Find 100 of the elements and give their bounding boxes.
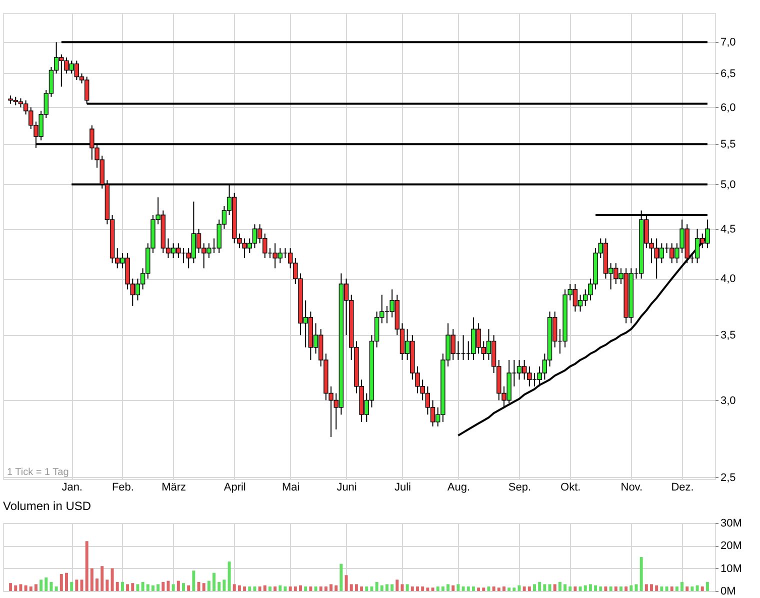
bar [65, 572, 68, 591]
bar [299, 585, 302, 591]
bar [197, 582, 200, 591]
y-tick-label: 6,5 [720, 68, 736, 80]
annotation: 1 Tick = 1 Tag [7, 467, 69, 478]
bar [619, 586, 622, 591]
bar [548, 584, 552, 591]
bar [314, 586, 318, 591]
bar [248, 586, 252, 591]
bar [330, 584, 333, 591]
bar [222, 580, 226, 591]
bar [294, 586, 297, 591]
y-tick-label: 4,5 [720, 223, 736, 236]
y-tick-label: 6,0 [720, 102, 736, 114]
x-tick-label: Mai [282, 482, 300, 494]
bar [218, 582, 221, 591]
bar [640, 557, 643, 591]
bar [106, 580, 109, 591]
bar [44, 577, 48, 591]
bar [116, 582, 119, 591]
bar [512, 588, 516, 591]
bar [528, 586, 531, 591]
bar [90, 568, 94, 591]
bar [416, 586, 419, 591]
bar [553, 584, 556, 591]
bar [370, 586, 374, 591]
x-tick-label: Dez. [671, 482, 694, 494]
bar [146, 584, 150, 591]
bar [166, 580, 170, 591]
bar [385, 584, 388, 591]
bar [421, 586, 424, 591]
x-tick-label: Feb. [112, 482, 134, 494]
bar [126, 584, 130, 591]
bar [268, 586, 272, 591]
bar [655, 585, 658, 591]
bar [228, 562, 231, 591]
bar [375, 582, 378, 591]
bar [136, 584, 140, 591]
bar [599, 586, 602, 591]
bar [354, 584, 358, 591]
bar [274, 586, 277, 591]
bar [70, 582, 74, 591]
x-tick-label: Jan. [62, 482, 82, 494]
bar [466, 586, 470, 591]
bar [487, 586, 490, 591]
bar [207, 580, 210, 591]
y-tick-label: 30M [720, 518, 742, 530]
bar [96, 578, 99, 591]
bar [29, 586, 32, 591]
bar [644, 584, 648, 591]
bar [344, 575, 348, 591]
bar [324, 586, 328, 591]
bar [131, 583, 134, 591]
bar [309, 586, 312, 591]
bar [558, 582, 562, 591]
bar [426, 588, 430, 591]
bar [284, 586, 287, 591]
bar [533, 584, 536, 591]
bar [706, 582, 709, 591]
bar [624, 586, 628, 591]
bar [564, 584, 567, 591]
bar [665, 586, 668, 591]
y-tick-label: 20M [720, 540, 742, 552]
bar [162, 582, 165, 591]
bar [396, 580, 399, 591]
bar [110, 568, 114, 591]
bar [477, 588, 480, 591]
bar [14, 585, 18, 591]
bar [212, 572, 216, 591]
bar [340, 564, 343, 591]
bar [100, 566, 104, 591]
y-tick-label: 0M [720, 586, 736, 598]
bar [156, 584, 160, 591]
bar [238, 585, 241, 591]
bar [462, 586, 465, 591]
y-tick-label: 5,0 [720, 178, 736, 191]
bar [187, 585, 190, 591]
bar [436, 586, 440, 591]
bar [614, 586, 618, 591]
bar [584, 585, 587, 591]
bar [406, 584, 409, 591]
bar [278, 585, 282, 591]
y-tick-label: 2,5 [720, 472, 736, 484]
bar [680, 582, 684, 591]
bar [574, 586, 577, 591]
bar [650, 584, 653, 591]
bar [34, 584, 38, 591]
bar [630, 585, 633, 591]
x-tick-label: April [224, 482, 246, 494]
bar [85, 541, 88, 591]
bar [400, 584, 404, 591]
bar [502, 586, 506, 591]
bar [518, 585, 521, 591]
bar [686, 586, 689, 591]
bar [50, 582, 53, 591]
bar [696, 585, 699, 591]
bar [360, 586, 364, 591]
bar [441, 586, 444, 591]
bar [75, 580, 78, 591]
y-tick-label: 10M [720, 562, 742, 575]
